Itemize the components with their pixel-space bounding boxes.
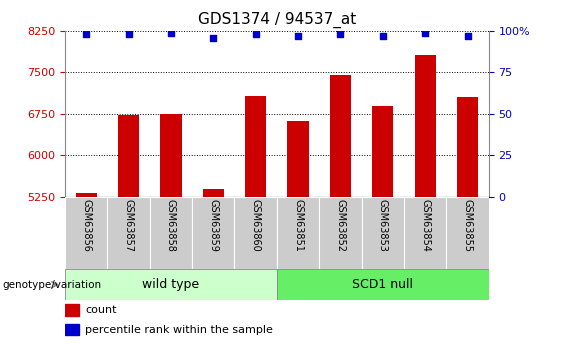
Bar (330, 75, 351, 197)
Bar (118, 115, 139, 197)
Point (167, 30, 176, 36)
Text: GSM63852: GSM63852 (336, 199, 345, 252)
Point (379, 33, 388, 39)
Bar (404, 197, 446, 269)
Bar (277, 197, 319, 269)
Bar (372, 106, 393, 197)
Text: wild type: wild type (142, 278, 199, 291)
Bar (362, 197, 404, 269)
Point (336, 32, 345, 37)
Point (294, 33, 303, 39)
Text: GSM63855: GSM63855 (463, 199, 472, 252)
Text: GSM63853: GSM63853 (378, 199, 388, 252)
Point (463, 33, 472, 39)
Text: genotype/variation: genotype/variation (3, 280, 102, 289)
Text: GSM63851: GSM63851 (293, 199, 303, 252)
Point (209, 35, 218, 40)
Point (82, 32, 91, 37)
Point (420, 30, 430, 36)
Point (251, 32, 260, 37)
Text: GSM63857: GSM63857 (124, 199, 133, 252)
Bar (277, 269, 489, 300)
Bar (65, 197, 107, 269)
Text: GSM63856: GSM63856 (81, 199, 91, 252)
Bar (65, 304, 79, 316)
Text: GSM63854: GSM63854 (420, 199, 430, 252)
Text: GSM63860: GSM63860 (251, 199, 260, 252)
Bar (76, 193, 97, 197)
Text: GSM63858: GSM63858 (166, 199, 176, 252)
Text: GSM63859: GSM63859 (208, 199, 218, 252)
Bar (245, 96, 266, 197)
Bar (415, 55, 436, 197)
Title: GDS1374 / 94537_at: GDS1374 / 94537_at (198, 12, 356, 28)
Bar (234, 197, 277, 269)
Bar (160, 115, 181, 197)
Bar (319, 197, 362, 269)
Bar (288, 121, 308, 197)
Text: SCD1 null: SCD1 null (353, 278, 413, 291)
Bar (192, 197, 234, 269)
Text: percentile rank within the sample: percentile rank within the sample (85, 325, 273, 335)
Bar (65, 269, 277, 300)
Point (124, 32, 133, 37)
Bar (446, 197, 489, 269)
Text: count: count (85, 305, 117, 315)
Bar (203, 189, 224, 197)
Bar (457, 97, 478, 197)
Bar (107, 197, 150, 269)
Bar (65, 324, 79, 335)
Bar (150, 197, 192, 269)
